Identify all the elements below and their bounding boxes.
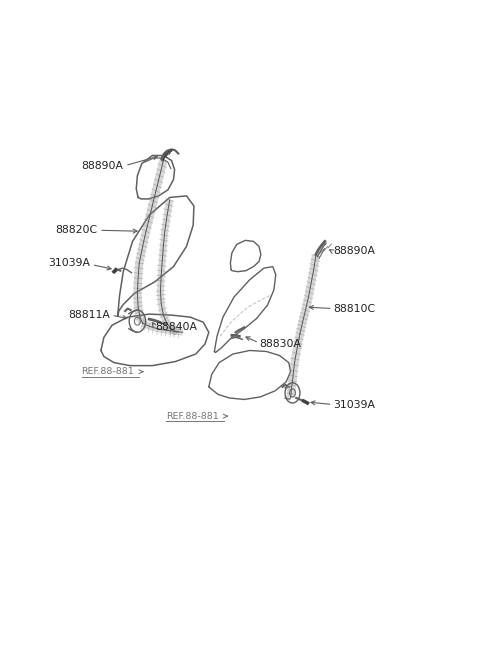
Text: REF.88-881: REF.88-881 (166, 412, 219, 420)
Text: 88830A: 88830A (259, 339, 301, 349)
Text: 31039A: 31039A (48, 258, 91, 268)
Text: 88890A: 88890A (81, 161, 123, 171)
Text: 88811A: 88811A (68, 310, 110, 320)
Text: 88890A: 88890A (334, 247, 375, 256)
Text: REF.88-881: REF.88-881 (82, 367, 134, 376)
Text: 88840A: 88840A (155, 322, 197, 332)
Text: 31039A: 31039A (334, 400, 375, 409)
Text: 88820C: 88820C (55, 225, 97, 236)
Text: 88810C: 88810C (334, 304, 375, 314)
